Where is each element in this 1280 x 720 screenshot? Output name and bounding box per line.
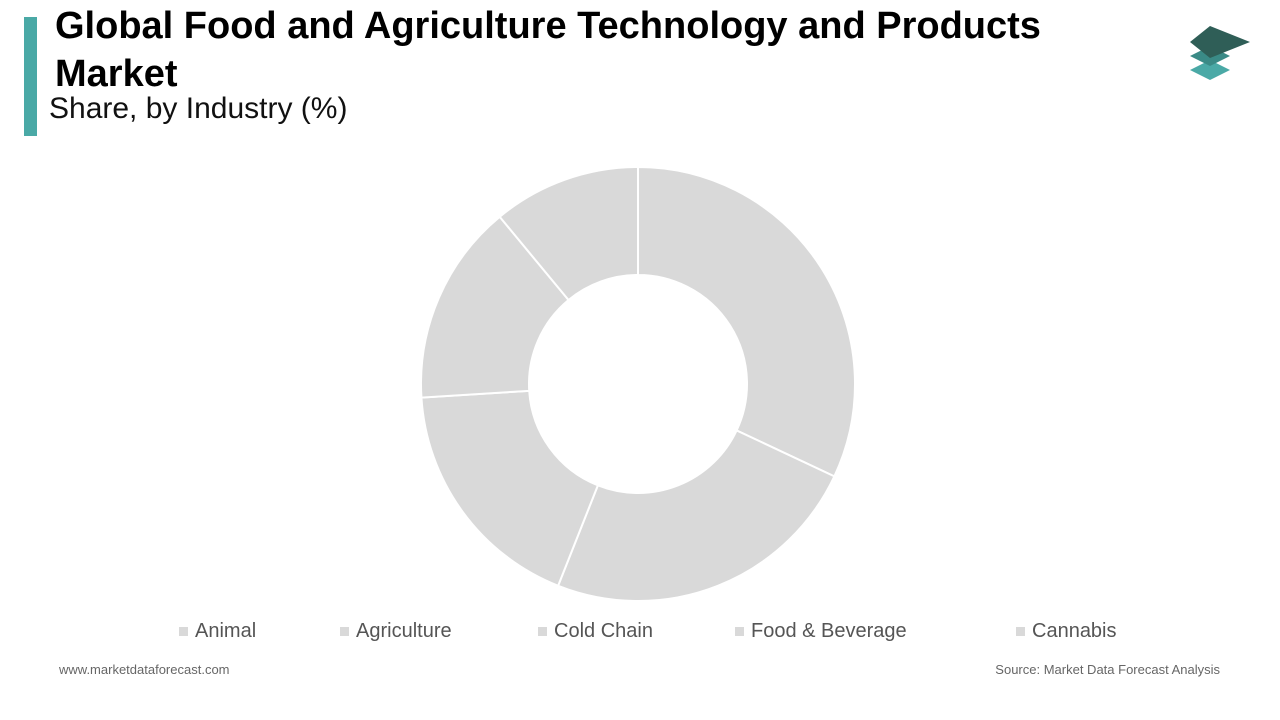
legend-item: Agriculture [340, 620, 452, 643]
footer-website: www.marketdataforecast.com [59, 662, 230, 677]
accent-bar [24, 17, 37, 136]
pie-slice [498, 165, 639, 302]
legend-label: Food & Beverage [751, 620, 907, 642]
legend-swatch [340, 627, 349, 636]
legend-label: Animal [195, 620, 257, 642]
legend-swatch [538, 627, 547, 636]
legend-item: Food & Beverage [735, 620, 907, 643]
legend-item: Cold Chain [538, 620, 653, 643]
legend-label: Cannabis [1032, 620, 1117, 642]
chart-subtitle: Share, by Industry (%) [49, 92, 348, 125]
pie-slice [420, 389, 600, 588]
legend-label: Agriculture [356, 620, 452, 642]
pie-slice [637, 165, 856, 478]
footer-source: Source: Market Data Forecast Analysis [995, 662, 1220, 677]
logo [1190, 26, 1250, 80]
legend-label: Cold Chain [554, 620, 653, 642]
legend-item: Animal [179, 620, 256, 643]
legend-item: Cannabis [1016, 620, 1117, 643]
legend-swatch [179, 627, 188, 636]
pie-slice [556, 429, 836, 602]
pie-slice [420, 215, 570, 399]
legend-swatch [1016, 627, 1025, 636]
legend-swatch [735, 627, 744, 636]
chart-title: Global Food and Agriculture Technology a… [55, 5, 1041, 95]
